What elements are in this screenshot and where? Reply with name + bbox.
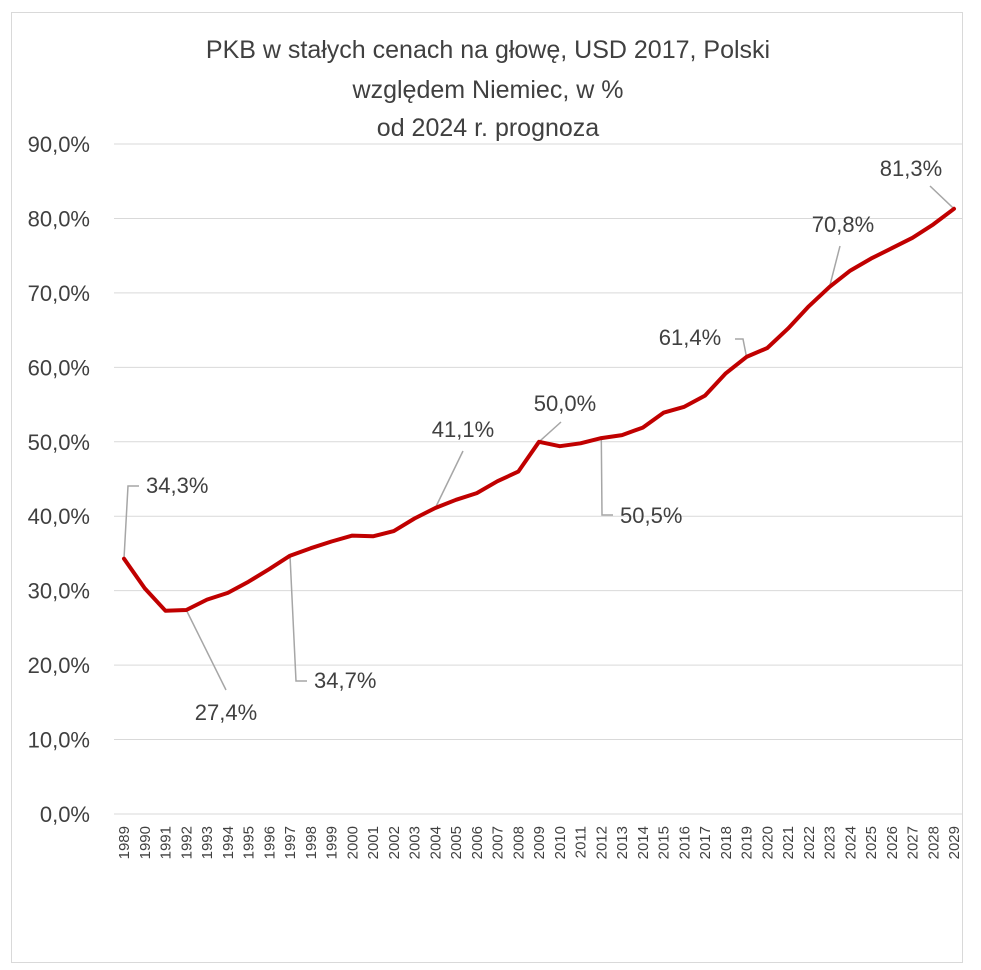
x-tick-label: 1995 bbox=[241, 826, 258, 859]
data-label: 34,3% bbox=[146, 473, 208, 498]
data-label: 34,7% bbox=[314, 668, 376, 693]
leader-line bbox=[123, 485, 139, 559]
x-tick-label: 2029 bbox=[946, 826, 963, 859]
label-leaders bbox=[123, 185, 955, 691]
x-tick-label: 2018 bbox=[718, 826, 735, 859]
x-tick-label: 1996 bbox=[261, 826, 278, 859]
x-tick-label: 2017 bbox=[697, 826, 714, 859]
x-tick-label: 2014 bbox=[635, 826, 652, 859]
leader-line bbox=[929, 185, 955, 210]
leader-line bbox=[600, 438, 613, 516]
x-tick-label: 2000 bbox=[344, 826, 361, 859]
series-line bbox=[122, 206, 956, 613]
leader-line bbox=[185, 609, 227, 691]
title-line-1: PKB w stałych cenach na głowę, USD 2017,… bbox=[206, 36, 770, 64]
x-tick-label: 2027 bbox=[905, 826, 922, 859]
x-tick-label: 1998 bbox=[303, 826, 320, 859]
x-tick-label: 2001 bbox=[365, 826, 382, 859]
x-tick-label: 2002 bbox=[386, 826, 403, 859]
x-tick-label: 2016 bbox=[676, 826, 693, 859]
x-tick-label: 2010 bbox=[552, 826, 569, 859]
x-tick-label: 2015 bbox=[656, 826, 673, 859]
x-tick-label: 2019 bbox=[739, 826, 756, 859]
x-tick-label: 2021 bbox=[780, 826, 797, 859]
data-label: 27,4% bbox=[195, 700, 257, 725]
x-tick-label: 1992 bbox=[178, 826, 195, 859]
x-tick-label: 1989 bbox=[116, 826, 133, 859]
y-tick-label: 30,0% bbox=[28, 579, 90, 604]
y-tick-label: 40,0% bbox=[28, 504, 90, 529]
x-tick-label: 1991 bbox=[158, 826, 175, 859]
x-tick-label: 2012 bbox=[593, 826, 610, 859]
y-tick-label: 90,0% bbox=[28, 132, 90, 157]
x-tick-label: 2013 bbox=[614, 826, 631, 859]
x-tick-label: 2009 bbox=[531, 826, 548, 859]
series-layer bbox=[122, 206, 956, 613]
title-line-3: od 2024 r. prognoza bbox=[377, 114, 599, 142]
leader-line bbox=[828, 245, 841, 288]
data-label: 50,5% bbox=[620, 503, 682, 528]
x-tick-label: 2003 bbox=[407, 826, 424, 859]
x-tick-label: 1990 bbox=[137, 826, 154, 859]
data-labels: 34,3% 27,4% 34,7% 41,1% 50,0% 50,5% 61,4% 70,8%… bbox=[146, 156, 942, 725]
x-tick-label: 2020 bbox=[759, 826, 776, 859]
y-tick-label: 10,0% bbox=[28, 728, 90, 753]
x-tick-label: 2025 bbox=[863, 826, 880, 859]
data-label: 50,0% bbox=[534, 391, 596, 416]
leader-line bbox=[538, 421, 562, 443]
y-axis-ticks: 0,0% 10,0% 20,0% 30,0% 40,0% 50,0% 60,0% 70,0% 8… bbox=[28, 132, 90, 827]
x-tick-label: 2028 bbox=[925, 826, 942, 859]
x-tick-label: 2005 bbox=[448, 826, 465, 859]
x-tick-label: 2024 bbox=[842, 826, 859, 859]
leader-line bbox=[434, 450, 464, 509]
data-label: 70,8% bbox=[812, 212, 874, 237]
gridlines bbox=[114, 143, 962, 815]
y-tick-label: 70,0% bbox=[28, 281, 90, 306]
data-label: 41,1% bbox=[432, 417, 494, 442]
y-tick-label: 20,0% bbox=[28, 653, 90, 678]
y-tick-label: 80,0% bbox=[28, 206, 90, 231]
chart-title: PKB w stałych cenach na głowę, USD 2017,… bbox=[206, 36, 770, 142]
x-tick-label: 2008 bbox=[510, 826, 527, 859]
x-axis-ticks: 1989 1990 1991 1992 1993 1994 1995 1996 1997 1998… bbox=[116, 826, 963, 859]
x-tick-label: 2006 bbox=[469, 826, 486, 859]
x-tick-label: 2004 bbox=[427, 826, 444, 859]
y-tick-label: 50,0% bbox=[28, 430, 90, 455]
data-label: 81,3% bbox=[880, 156, 942, 181]
y-tick-label: 60,0% bbox=[28, 355, 90, 380]
x-tick-label: 2023 bbox=[822, 826, 839, 859]
x-tick-label: 1999 bbox=[324, 826, 341, 859]
x-tick-label: 1993 bbox=[199, 826, 216, 859]
x-tick-label: 1997 bbox=[282, 826, 299, 859]
x-tick-label: 2022 bbox=[801, 826, 818, 859]
y-tick-label: 0,0% bbox=[40, 802, 90, 827]
x-tick-label: 2026 bbox=[884, 826, 901, 859]
leader-line bbox=[735, 338, 748, 358]
x-tick-label: 2007 bbox=[490, 826, 507, 859]
x-tick-label: 1994 bbox=[220, 826, 237, 859]
title-line-2: względem Niemiec, w % bbox=[352, 76, 624, 104]
data-label: 61,4% bbox=[659, 325, 721, 350]
leader-line bbox=[289, 555, 307, 682]
x-tick-label: 2011 bbox=[573, 826, 590, 858]
